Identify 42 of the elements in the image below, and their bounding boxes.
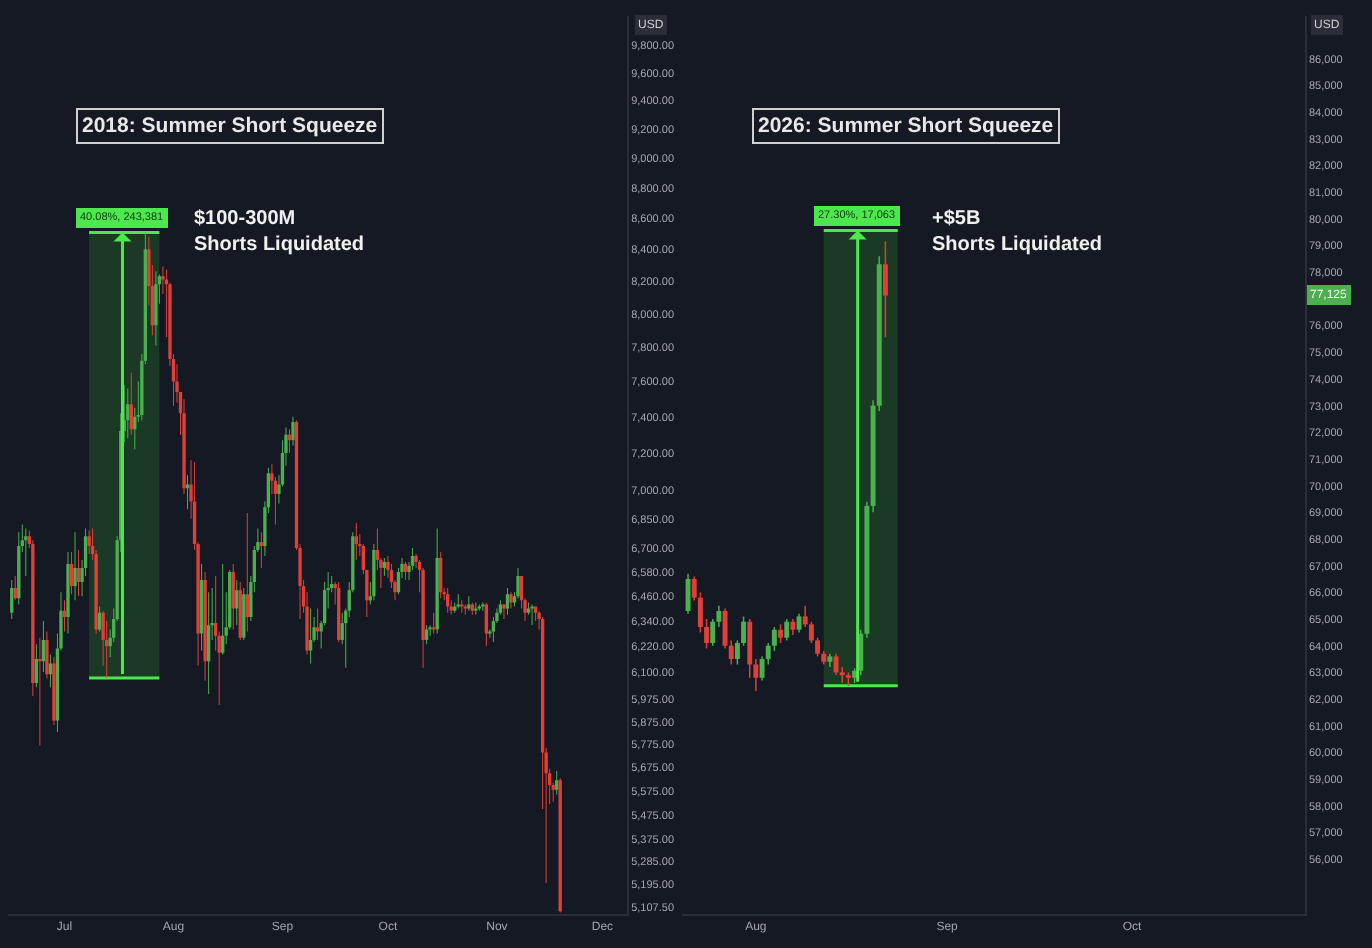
annotation: +$5B Shorts Liquidated — [932, 208, 1102, 256]
candlestick — [259, 532, 264, 568]
candlestick — [474, 602, 478, 615]
candlestick — [424, 625, 429, 645]
candlestick — [778, 624, 784, 644]
candlestick — [456, 594, 460, 609]
candlestick — [126, 388, 130, 439]
candlestick — [245, 513, 249, 632]
candlestick — [554, 770, 559, 795]
candlestick — [467, 596, 471, 611]
text: 2018: Summer Short Squeeze — [82, 114, 378, 138]
candlestick — [530, 604, 534, 626]
candlestick — [129, 372, 133, 435]
candlestick — [484, 602, 489, 647]
candlestick — [185, 475, 190, 510]
candlestick — [221, 563, 225, 655]
candlestick — [24, 528, 28, 576]
candlestick — [315, 608, 320, 640]
candlestick — [13, 575, 17, 601]
candlestick — [87, 530, 91, 554]
candlestick — [827, 653, 833, 668]
candlestick — [477, 604, 482, 611]
candlestick — [453, 602, 457, 613]
candlestick — [308, 608, 313, 664]
candlestick — [62, 600, 67, 632]
text: 2026: Summer Short Squeeze — [758, 114, 1054, 138]
candlestick — [481, 602, 485, 611]
candlestick — [446, 588, 450, 613]
candlestick — [882, 241, 888, 338]
candlestick — [463, 604, 467, 615]
candlestick — [460, 600, 464, 613]
candlestick — [502, 604, 506, 619]
candlestick — [69, 551, 74, 595]
annotation: $100-300M Shorts Liquidated — [194, 208, 364, 256]
candlestick — [491, 616, 496, 643]
candlestick — [38, 637, 42, 746]
candlestick — [354, 522, 358, 560]
candlestick — [845, 672, 851, 686]
candlestick — [505, 588, 510, 615]
candlestick — [97, 606, 102, 632]
candlestick — [790, 619, 796, 636]
candlestick — [470, 602, 474, 615]
